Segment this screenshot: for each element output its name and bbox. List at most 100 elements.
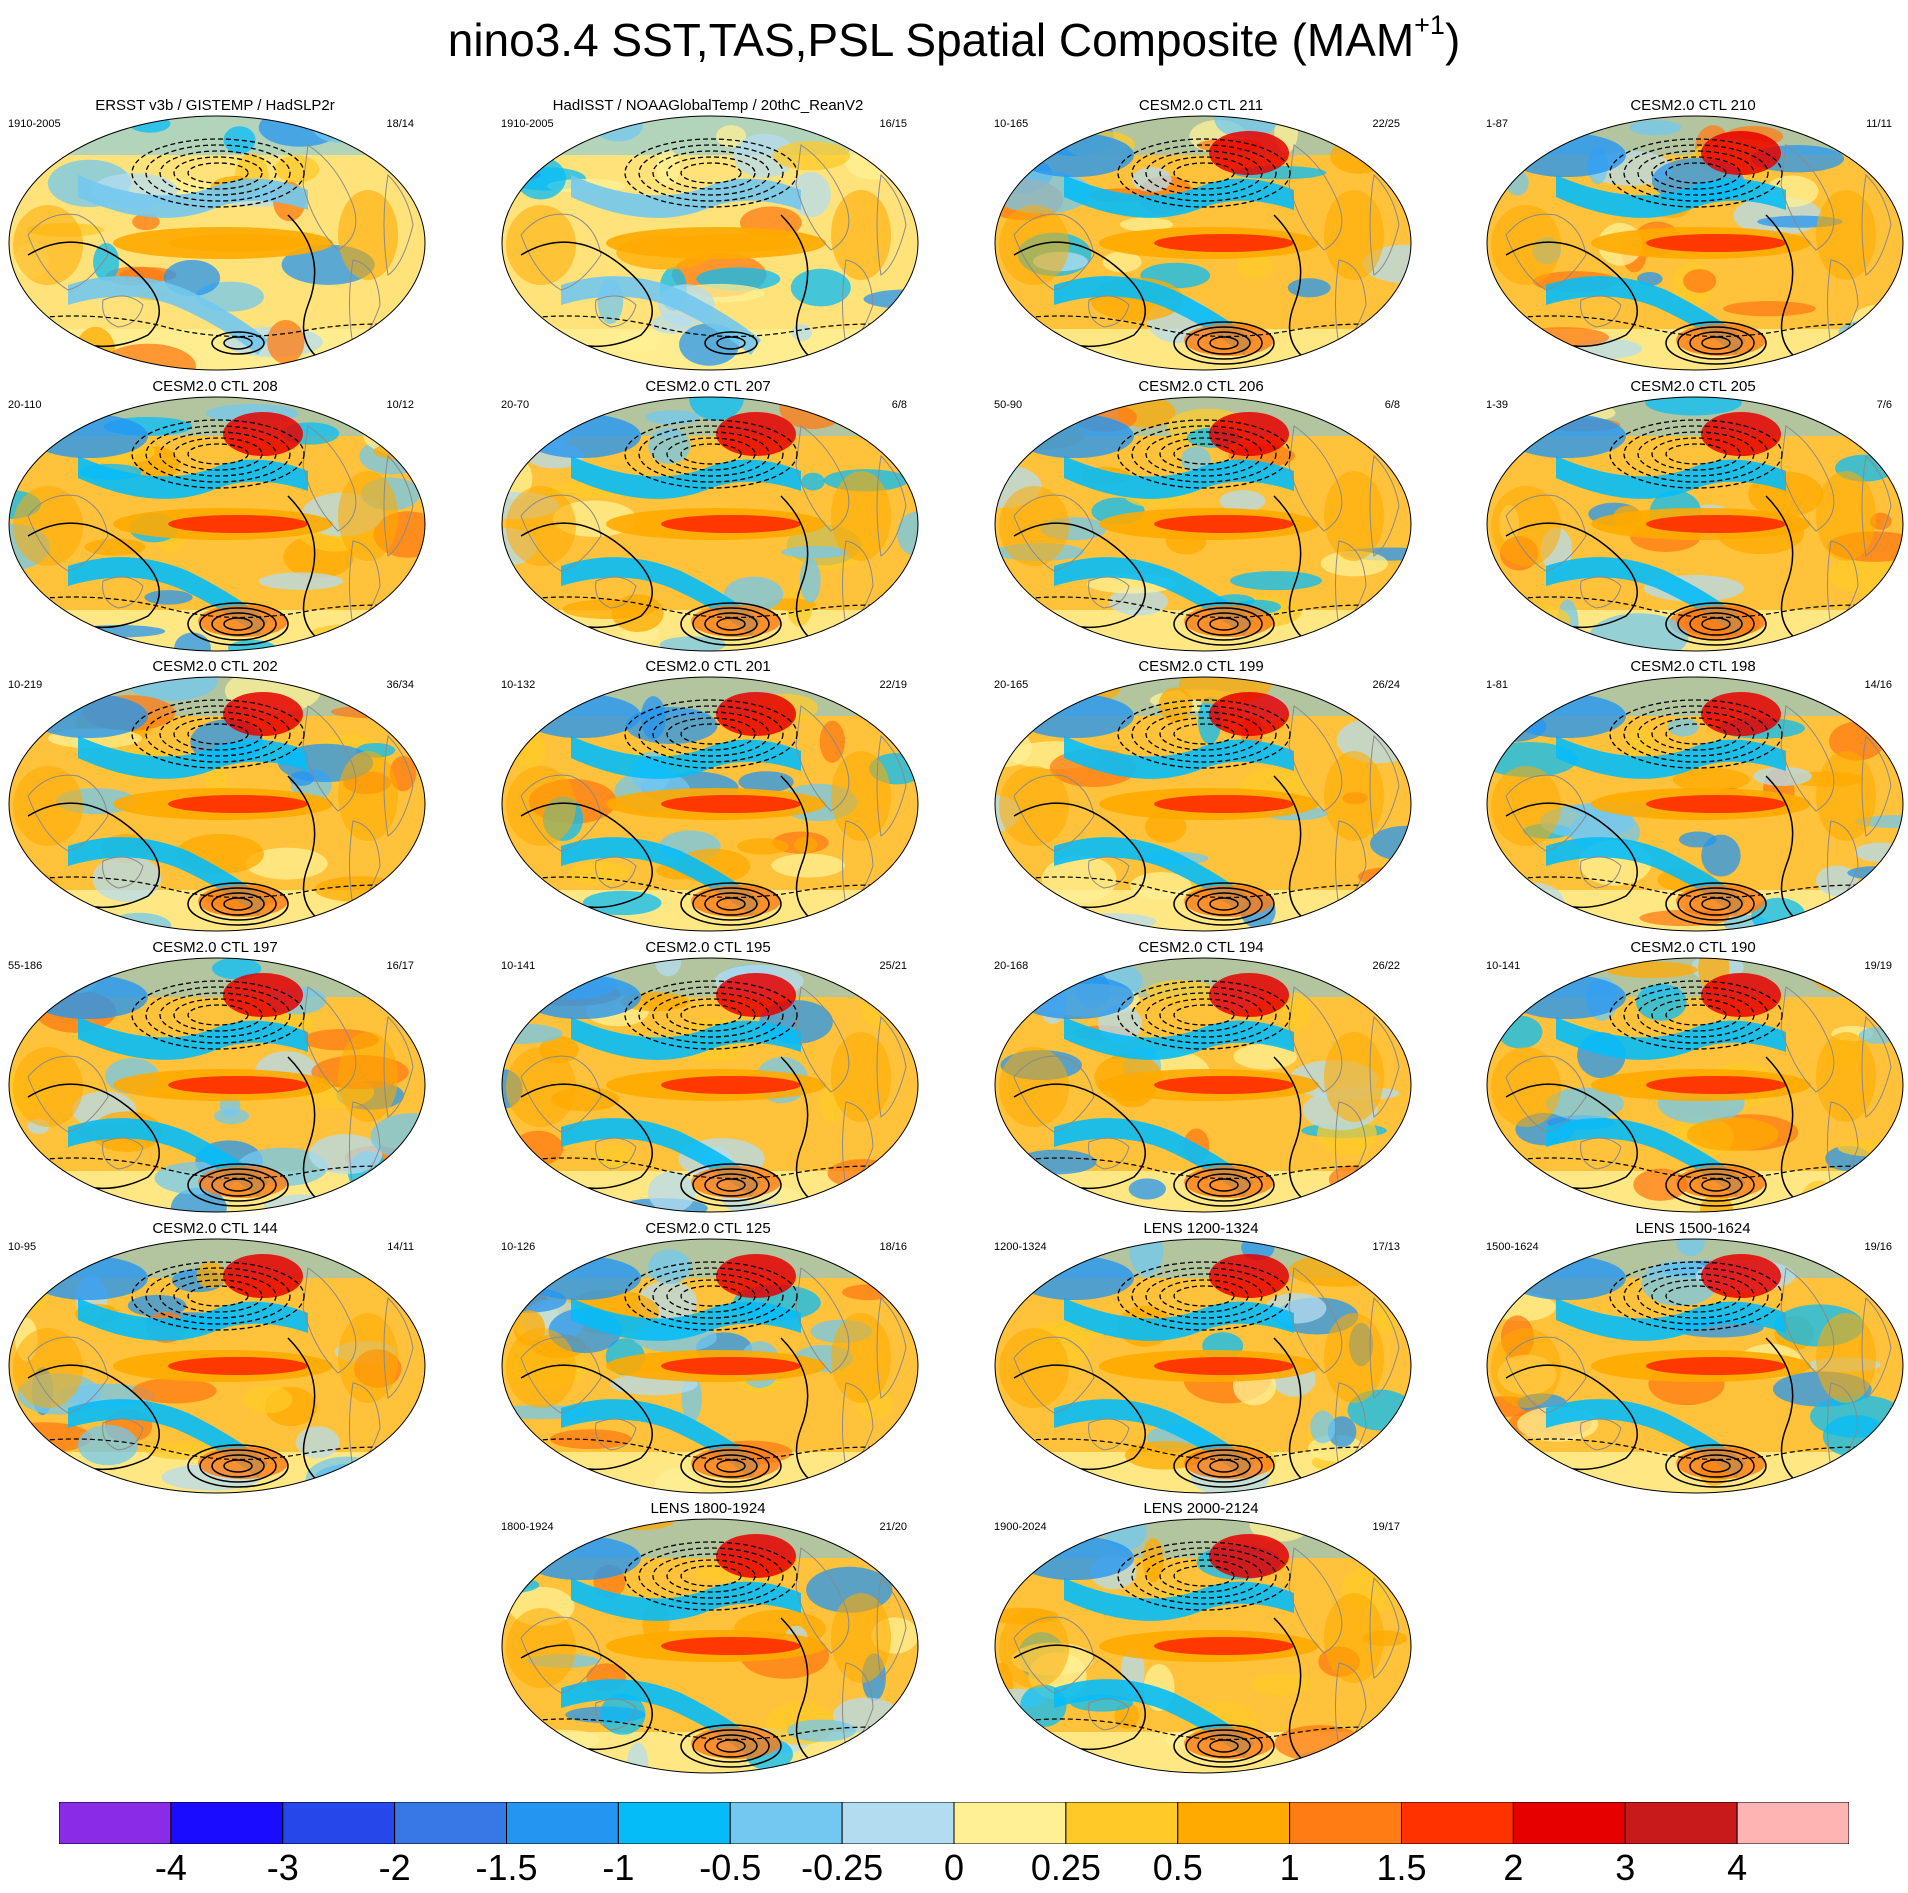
map-panel: HadISST / NOAAGlobalTemp / 20thC_ReanV2 1… — [493, 97, 923, 373]
panel-title: CESM2.0 CTL 202 — [152, 658, 278, 675]
panel-count: 16/17 — [386, 960, 414, 972]
colorbar-tick-label: 1 — [1279, 1847, 1300, 1888]
colorbar-segment — [729, 1802, 843, 1844]
panel-years: 55-186 — [8, 960, 43, 972]
colorbar-tick-label: -0.5 — [699, 1847, 762, 1888]
global-map — [501, 396, 919, 652]
map-panel: CESM2.0 CTL 205 1-39 7/6 — [1478, 378, 1908, 654]
panel-title: CESM2.0 CTL 207 — [645, 378, 771, 395]
colorbar-tick-label: 0.25 — [1030, 1847, 1101, 1888]
panel-years: 10-141 — [501, 960, 536, 972]
panel-count: 25/21 — [879, 960, 907, 972]
panel-title: CESM2.0 CTL 194 — [1138, 939, 1264, 956]
colorbar-segment — [170, 1802, 284, 1844]
map-panel: LENS 1200-1324 1200-1324 17/13 — [986, 1220, 1416, 1496]
panel-title: CESM2.0 CTL 211 — [1138, 97, 1264, 114]
global-map — [8, 1238, 426, 1494]
global-map — [501, 957, 919, 1213]
global-map — [994, 115, 1412, 371]
colorbar-tick-label: 4 — [1727, 1847, 1748, 1888]
global-map — [501, 115, 919, 371]
panel-years: 10-95 — [8, 1241, 37, 1253]
panel-years: 10-219 — [8, 679, 43, 691]
global-map — [501, 1238, 919, 1494]
map-panel: CESM2.0 CTL 208 20-110 10/12 — [0, 378, 430, 654]
colorbar-tick-label: 0.5 — [1152, 1847, 1203, 1888]
panel-years: 1200-1324 — [994, 1241, 1047, 1253]
panel-count: 16/15 — [879, 118, 907, 130]
colorbar-tick-label: -1 — [602, 1847, 635, 1888]
panel-title: CESM2.0 CTL 195 — [645, 939, 771, 956]
map-panel: LENS 2000-2124 1900-2024 19/17 — [986, 1500, 1416, 1776]
panel-title: ERSST v3b / GISTEMP / HadSLP2r — [95, 97, 335, 114]
global-map — [1486, 676, 1904, 932]
panel-title: CESM2.0 CTL 206 — [1138, 378, 1264, 395]
global-map — [8, 115, 426, 371]
colorbar-tick-label: -4 — [154, 1847, 187, 1888]
panel-count: 14/11 — [387, 1241, 414, 1253]
panel-title: CESM2.0 CTL 210 — [1630, 97, 1756, 114]
panel-count: 22/19 — [879, 679, 907, 691]
panel-count: 21/20 — [879, 1521, 907, 1533]
map-panel: CESM2.0 CTL 206 50-90 6/8 — [986, 378, 1416, 654]
colorbar-segment — [1065, 1802, 1179, 1844]
colorbar-segment — [1289, 1802, 1402, 1844]
panel-years: 1910-2005 — [501, 118, 554, 130]
map-panel: CESM2.0 CTL 125 10-126 18/16 — [493, 1220, 923, 1496]
panel-count: 26/24 — [1372, 679, 1400, 691]
global-map — [994, 676, 1412, 932]
map-panel: CESM2.0 CTL 194 20-168 26/22 — [986, 939, 1416, 1215]
page-title: nino3.4 SST,TAS,PSL Spatial Composite (M… — [447, 10, 1461, 67]
global-map — [1486, 396, 1904, 652]
map-panel: CESM2.0 CTL 198 1-81 14/16 — [1478, 658, 1908, 934]
global-map — [501, 676, 919, 932]
global-map — [8, 957, 426, 1213]
panel-title: CESM2.0 CTL 199 — [1138, 658, 1264, 675]
map-panel: CESM2.0 CTL 202 10-219 36/34 — [0, 658, 430, 934]
panel-count: 19/17 — [1372, 1521, 1400, 1533]
colorbar-segment — [1401, 1802, 1514, 1844]
global-map — [501, 1518, 919, 1774]
panel-years: 10-141 — [1486, 960, 1521, 972]
global-map — [1486, 1238, 1904, 1494]
colorbar-segment — [617, 1802, 731, 1844]
panel-years: 1500-1624 — [1486, 1241, 1539, 1253]
colorbar-tick-label: -3 — [266, 1847, 299, 1888]
global-map — [8, 396, 426, 652]
panel-count: 22/25 — [1372, 118, 1400, 130]
panel-count: 26/22 — [1372, 960, 1400, 972]
global-map — [1486, 957, 1904, 1213]
panel-years: 1800-1924 — [501, 1521, 554, 1533]
panel-years: 20-168 — [994, 960, 1029, 972]
panel-count: 14/16 — [1864, 679, 1892, 691]
colorbar-tick-label: 3 — [1615, 1847, 1636, 1888]
panel-years: 20-110 — [8, 399, 42, 411]
panel-count: 18/16 — [879, 1241, 907, 1253]
map-panel: CESM2.0 CTL 207 20-70 6/8 — [493, 378, 923, 654]
map-panel: LENS 1800-1924 1800-1924 21/20 — [493, 1500, 923, 1776]
global-map — [8, 676, 426, 932]
colorbar-segment — [1736, 1802, 1849, 1844]
panel-count: 10/12 — [386, 399, 414, 411]
panel-years: 1900-2024 — [994, 1521, 1047, 1533]
panel-years: 50-90 — [994, 399, 1023, 411]
panel-years: 20-70 — [501, 399, 530, 411]
panel-years: 1-81 — [1486, 679, 1509, 691]
map-panel: CESM2.0 CTL 190 10-141 19/19 — [1478, 939, 1908, 1215]
panel-title: CESM2.0 CTL 197 — [152, 939, 278, 956]
panel-years: 1-39 — [1486, 399, 1509, 411]
colorbar-segment — [59, 1802, 172, 1844]
panel-count: 18/14 — [386, 118, 414, 130]
panel-title: LENS 1800-1924 — [650, 1500, 766, 1517]
colorbar-tick-label: 2 — [1503, 1847, 1524, 1888]
map-panel: CESM2.0 CTL 199 20-165 26/24 — [986, 658, 1416, 934]
colorbar-segment — [506, 1802, 619, 1844]
map-panel: CESM2.0 CTL 211 10-165 22/25 — [986, 97, 1416, 373]
panel-years: 20-165 — [994, 679, 1029, 691]
colorbar-segment — [953, 1802, 1067, 1844]
global-map — [994, 957, 1412, 1213]
map-panel: CESM2.0 CTL 197 55-186 16/17 — [0, 939, 430, 1215]
colorbar-segment — [841, 1802, 955, 1844]
panel-years: 1910-2005 — [8, 118, 61, 130]
map-panel: CESM2.0 CTL 195 10-141 25/21 — [493, 939, 923, 1215]
